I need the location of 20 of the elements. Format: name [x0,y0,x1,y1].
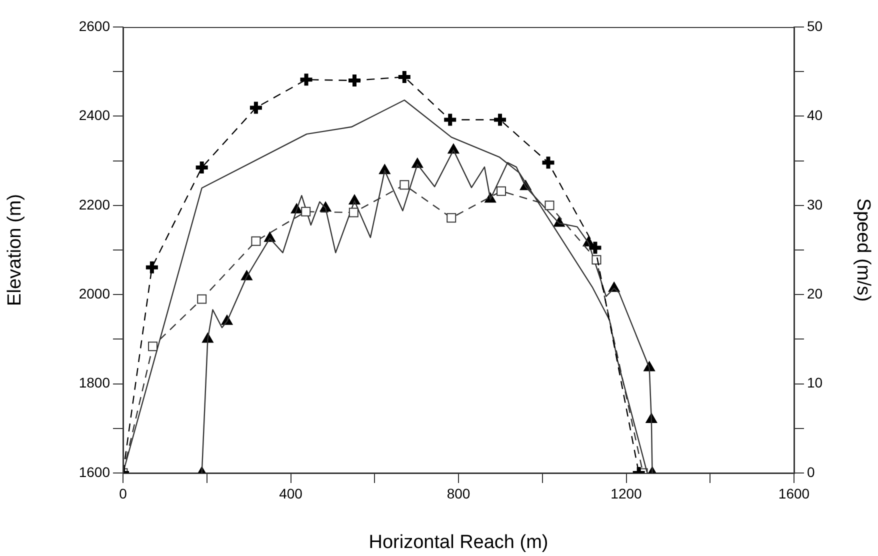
x-tick-label: 800 [446,485,470,502]
y-tick-label: 2400 [78,107,110,124]
y-tick-label: 1600 [78,464,110,480]
y2-tick-label: 50 [807,18,823,34]
y2-tick-label: 0 [807,464,815,480]
x-tick-label: 0 [119,485,128,502]
y2-tick-label: 10 [807,374,823,391]
x-tick-label: 1200 [610,485,642,502]
y2-tick-label: 20 [807,285,823,302]
y-tick-label: 2200 [78,196,110,212]
y-tick-label: 2000 [78,285,110,302]
y2-axis-title: Speed (m/s) [852,198,874,302]
x-tick-label: 400 [279,485,303,502]
y-axis-title: Elevation (m) [4,194,26,306]
x-tick-label: 1600 [778,485,810,502]
y2-tick-label: 40 [807,107,823,124]
y2-tick-label: 30 [807,196,823,212]
x-axis-title: Horizontal Reach (m) [368,532,548,553]
y-tick-label: 2600 [78,18,110,34]
y-tick-label: 1800 [78,374,110,391]
